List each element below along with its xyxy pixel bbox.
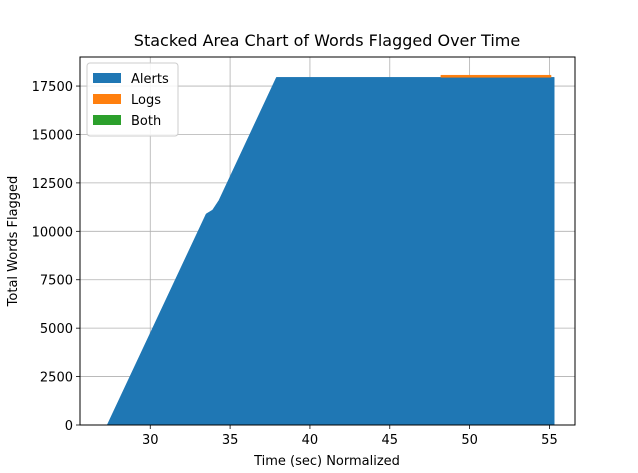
x-tick-label: 35 <box>222 433 239 448</box>
legend-label-logs: Logs <box>131 93 161 108</box>
plot-frame <box>79 56 576 426</box>
legend-swatch-both <box>93 115 121 125</box>
y-axis-label: Total Words Flagged <box>6 176 21 308</box>
legend-label-both: Both <box>131 114 161 129</box>
y-tick-label: 5000 <box>40 322 73 337</box>
y-tick-label: 0 <box>65 419 73 434</box>
x-tick-label: 50 <box>461 433 478 448</box>
y-tick-label: 7500 <box>40 274 73 289</box>
x-tick-label: 30 <box>142 433 159 448</box>
axis-ticks: 30 35 40 45 50 55 0 2500 5000 7500 10000 12500 15000… <box>32 80 558 448</box>
legend-swatch-logs <box>93 94 121 104</box>
area-alerts <box>106 77 555 426</box>
legend-swatch-alerts <box>93 73 121 83</box>
area-logs <box>440 74 552 78</box>
legend-label-alerts: Alerts <box>131 72 169 87</box>
x-tick-label: 45 <box>382 433 399 448</box>
x-axis-label: Time (sec) Normalized <box>253 454 400 469</box>
y-tick-label: 15000 <box>32 128 73 143</box>
y-tick-label: 2500 <box>40 371 73 386</box>
legend: Alerts Logs Both <box>86 62 179 137</box>
plot-areas <box>106 74 555 426</box>
chart-title: Stacked Area Chart of Words Flagged Over… <box>134 31 520 50</box>
y-tick-label: 17500 <box>32 80 73 95</box>
y-tick-label: 12500 <box>32 177 73 192</box>
y-tick-label: 10000 <box>32 225 73 240</box>
x-tick-label: 40 <box>302 433 319 448</box>
x-tick-label: 55 <box>541 433 558 448</box>
